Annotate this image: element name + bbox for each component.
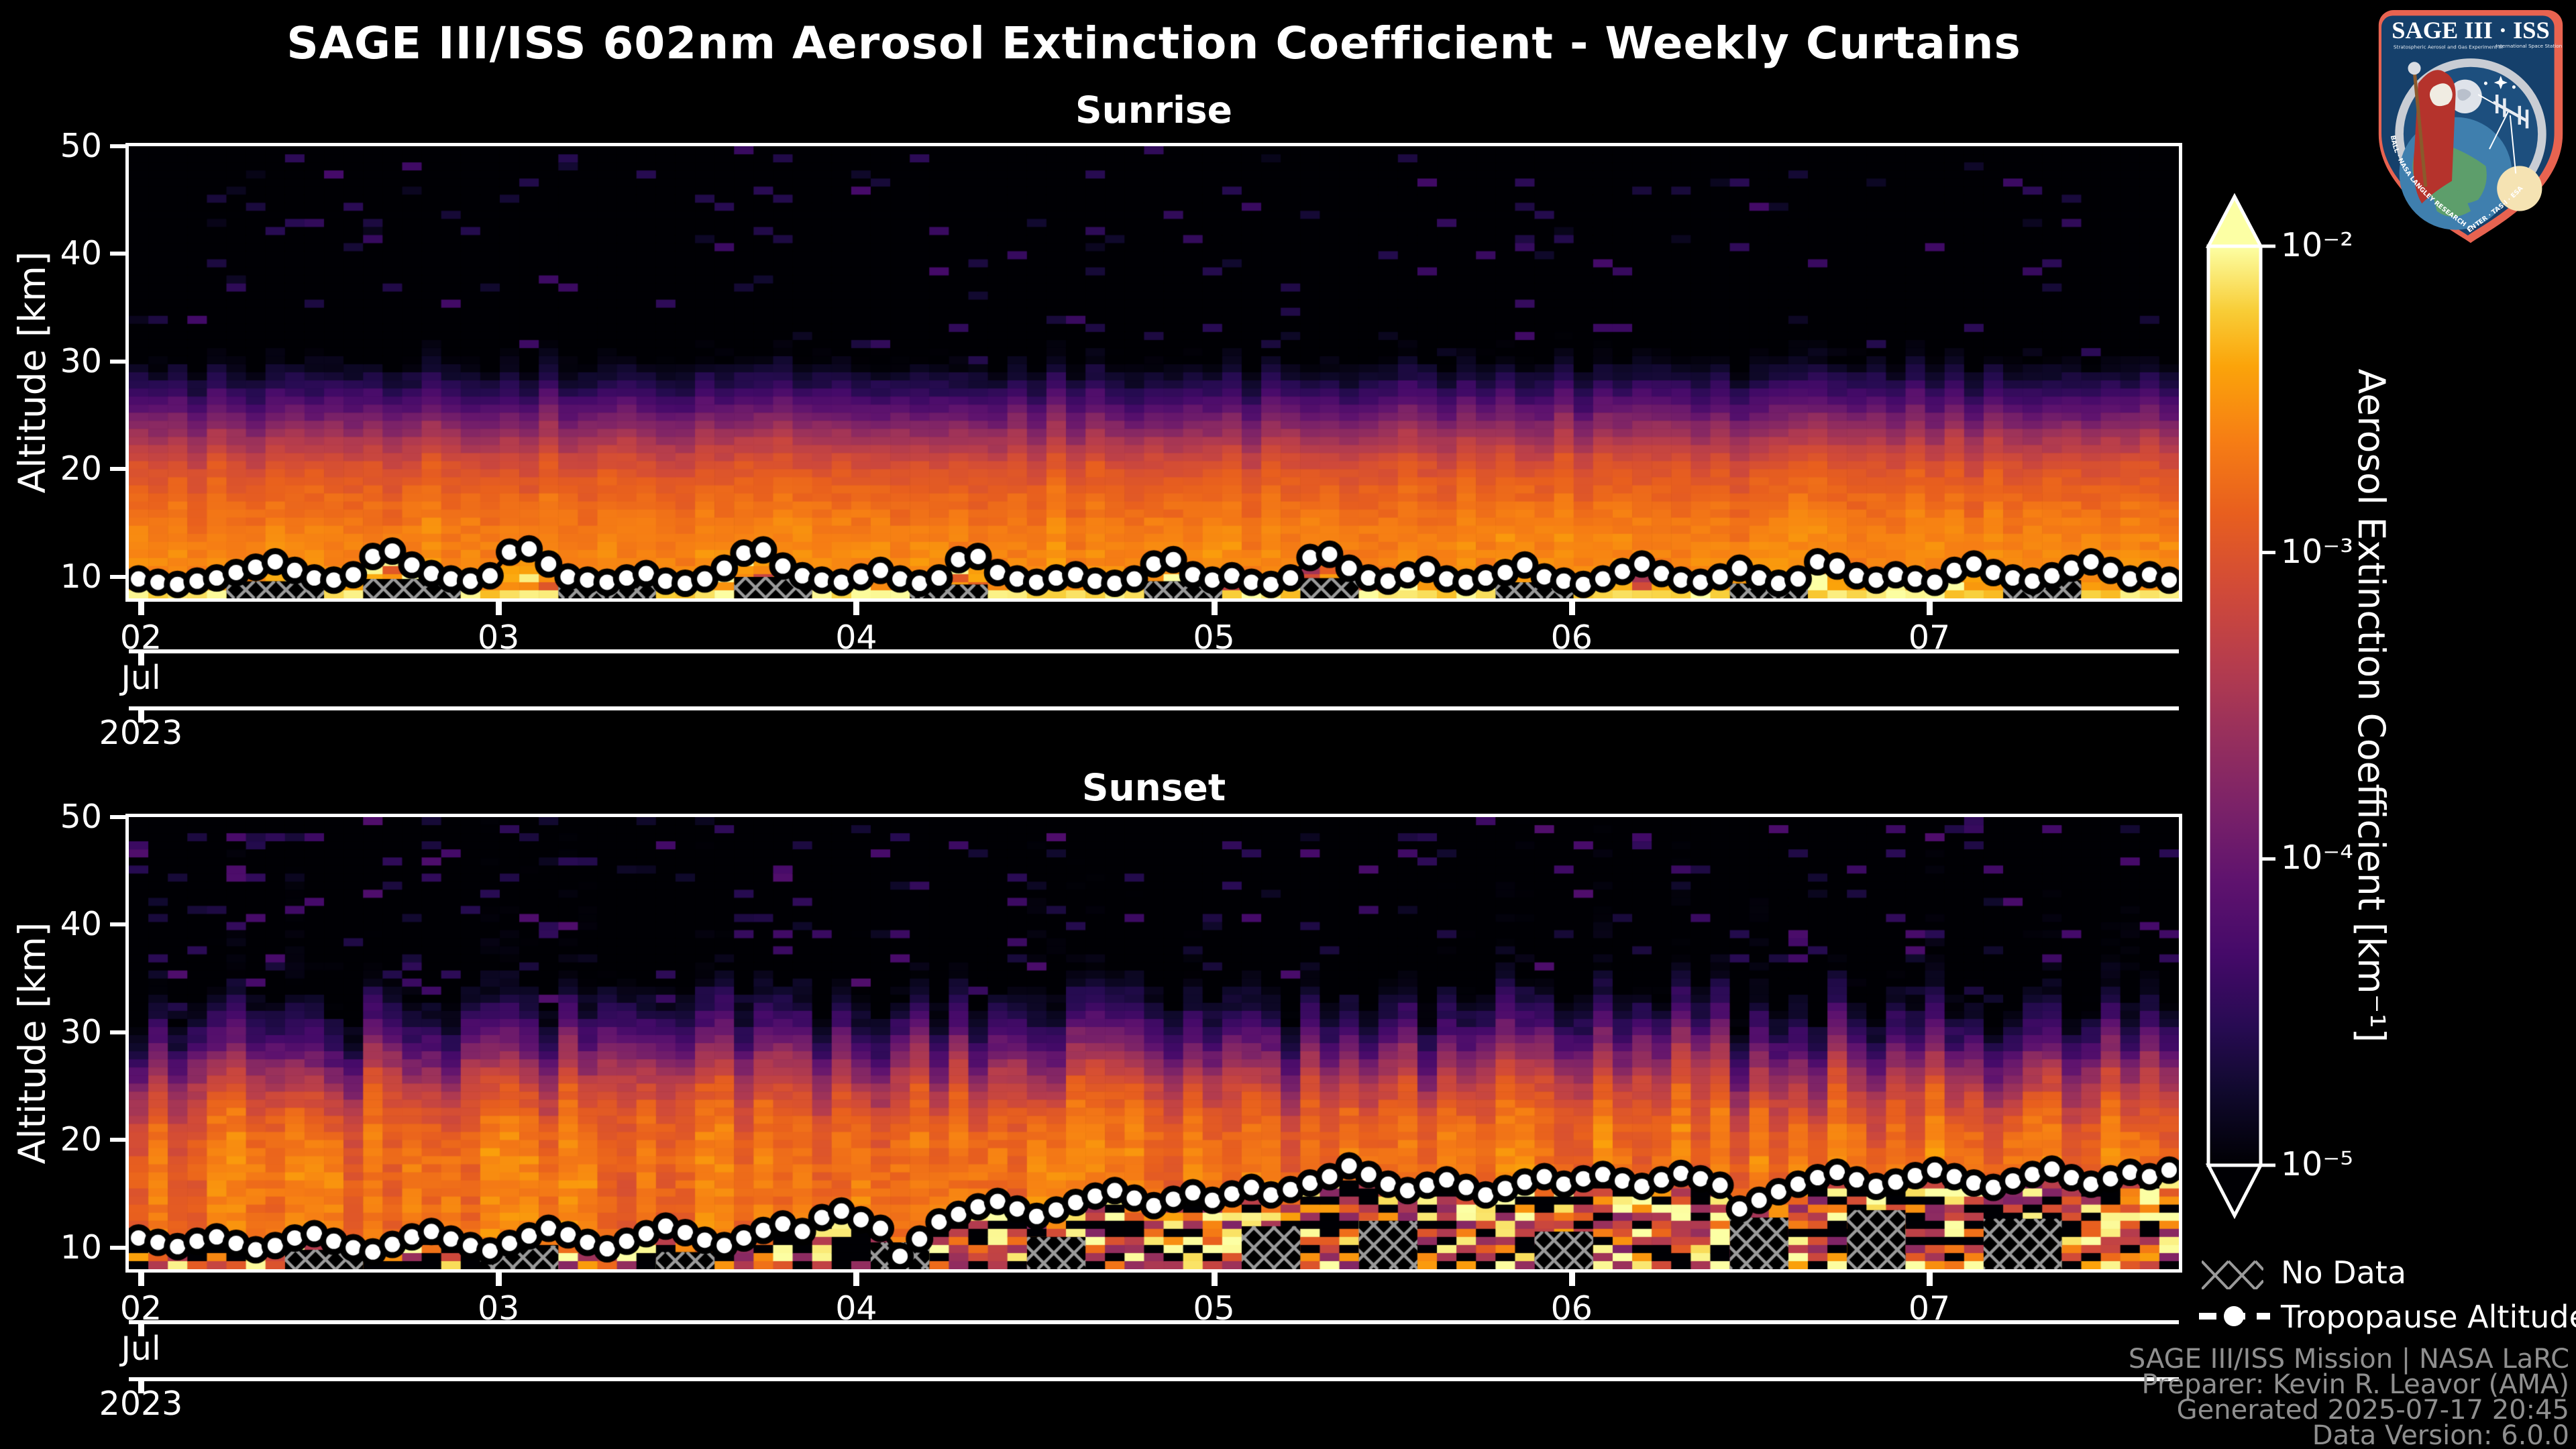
x-tick-label: 05 <box>1193 619 1235 657</box>
x-tick-mark <box>138 602 144 615</box>
sunrise-year-label: 2023 <box>99 714 183 752</box>
sunset-year-axis-tick <box>138 1381 144 1393</box>
logo-wizard-beard <box>2429 83 2453 107</box>
colorbar-tick-marks <box>2261 244 2275 1167</box>
colorbar-tick-label: 10⁻² <box>2281 226 2353 264</box>
x-tick-label: 07 <box>1908 1289 1951 1328</box>
x-tick-label: 06 <box>1550 619 1593 657</box>
sunrise-year-axis-tick <box>138 710 144 722</box>
logo-sun <box>2497 166 2542 211</box>
tropopause-legend-swatch <box>2199 1306 2270 1326</box>
y-tick-label: 20 <box>60 1120 102 1159</box>
logo-wizard-staff <box>2412 70 2428 187</box>
sunrise-month-label: Jul <box>121 659 161 697</box>
colorbar-tick-label: 10⁻⁴ <box>2281 839 2353 877</box>
x-tick-mark <box>853 1273 860 1286</box>
y-tick-mark <box>110 574 127 579</box>
colorbar-over-arrow <box>2205 193 2264 248</box>
panel-title-sunrise: Sunrise <box>1075 89 1232 131</box>
x-tick-label: 05 <box>1193 1289 1235 1328</box>
x-tick-label: 03 <box>478 1289 520 1328</box>
logo-title: SAGE III · ISS <box>2392 17 2550 44</box>
y-tick-label: 50 <box>60 127 102 165</box>
sunrise-month-axis-line <box>129 649 2179 653</box>
x-tick-mark <box>1568 1273 1575 1286</box>
y-tick-mark <box>110 359 127 364</box>
x-tick-mark <box>1927 1273 1933 1286</box>
x-tick-mark <box>496 1273 502 1286</box>
logo-earth-land-2 <box>2433 189 2471 217</box>
y-tick-label: 20 <box>60 449 102 488</box>
x-tick-mark <box>1211 602 1218 615</box>
sunset-month-label: Jul <box>121 1330 161 1368</box>
x-tick-label: 04 <box>835 619 877 657</box>
x-tick-label: 04 <box>835 1289 877 1328</box>
colorbar-gradient-bar <box>2206 244 2263 1167</box>
x-tick-mark <box>1211 1273 1218 1286</box>
colorbar-under-arrow <box>2205 1163 2264 1220</box>
sunset-year-axis-line <box>129 1377 2179 1381</box>
sunset-year-label: 2023 <box>99 1385 183 1423</box>
y-tick-mark <box>110 1030 127 1034</box>
panel-title-sunset: Sunset <box>1081 766 1226 809</box>
logo-subtitle-left: Stratospheric Aerosol and Gas Experiment… <box>2394 44 2503 50</box>
y-tick-mark <box>110 252 127 256</box>
sunrise-year-axis-line <box>129 706 2179 710</box>
sunrise-month-axis-tick <box>138 653 144 665</box>
y-tick-label: 10 <box>60 557 102 596</box>
no-data-legend-label: No Data <box>2281 1254 2407 1291</box>
colorbar <box>2205 193 2275 1220</box>
colorbar-tick-label: 10⁻⁵ <box>2281 1145 2353 1183</box>
y-tick-mark <box>110 144 127 148</box>
credit-generated: Generated 2025-07-17 20:45 <box>2176 1395 2569 1426</box>
logo-wizard-staff-orb <box>2408 62 2421 75</box>
y-tick-label: 50 <box>60 798 102 836</box>
y-tick-mark <box>110 467 127 472</box>
sunset-month-axis-line <box>129 1320 2179 1324</box>
tropopause-legend-label: Tropopause Altitude <box>2281 1299 2576 1335</box>
page-title: SAGE III/ISS 602nm Aerosol Extinction Co… <box>286 17 2021 69</box>
logo-subtitle-right: International Space Station <box>2496 43 2562 49</box>
x-tick-label: 02 <box>119 1289 162 1328</box>
y-tick-mark <box>110 815 127 819</box>
x-tick-label: 06 <box>1550 1289 1593 1328</box>
x-tick-mark <box>138 1273 144 1286</box>
y-tick-label: 30 <box>60 1012 102 1051</box>
y-tick-label: 10 <box>60 1228 102 1267</box>
x-tick-label: 02 <box>119 619 162 657</box>
x-tick-mark <box>853 602 860 615</box>
x-tick-mark <box>496 602 502 615</box>
y-tick-label: 40 <box>60 234 102 273</box>
x-tick-mark <box>1927 602 1933 615</box>
credit-version: Data Version: 6.0.0 <box>2312 1420 2569 1449</box>
sunrise-heatmap-canvas <box>129 146 2179 598</box>
credit-preparer: Preparer: Kevin R. Leavor (AMA) <box>2141 1369 2569 1400</box>
y-tick-label: 30 <box>60 341 102 380</box>
no-data-legend-swatch <box>2202 1256 2263 1289</box>
logo-iss-icon <box>2492 94 2529 129</box>
sage-iss-mission-logo: SAGE III · ISS Stratospheric Aerosol and… <box>2378 10 2563 244</box>
sunset-month-axis-tick <box>138 1324 144 1336</box>
sunset-heatmap-canvas <box>129 817 2179 1269</box>
y-tick-label: 40 <box>60 905 102 944</box>
colorbar-axis-label: Aerosol Extinction Coefficient [km⁻¹] <box>2350 368 2393 1043</box>
colorbar-tick-label: 10⁻³ <box>2281 532 2353 571</box>
logo-stars <box>2483 76 2516 90</box>
x-tick-label: 03 <box>478 619 520 657</box>
y-tick-mark <box>110 1138 127 1142</box>
x-tick-label: 07 <box>1908 619 1951 657</box>
credit-mission: SAGE III/ISS Mission | NASA LaRC <box>2128 1344 2569 1375</box>
y-tick-mark <box>110 922 127 927</box>
x-tick-mark <box>1568 602 1575 615</box>
logo-moon-crater <box>2457 89 2471 101</box>
y-tick-mark <box>110 1245 127 1250</box>
